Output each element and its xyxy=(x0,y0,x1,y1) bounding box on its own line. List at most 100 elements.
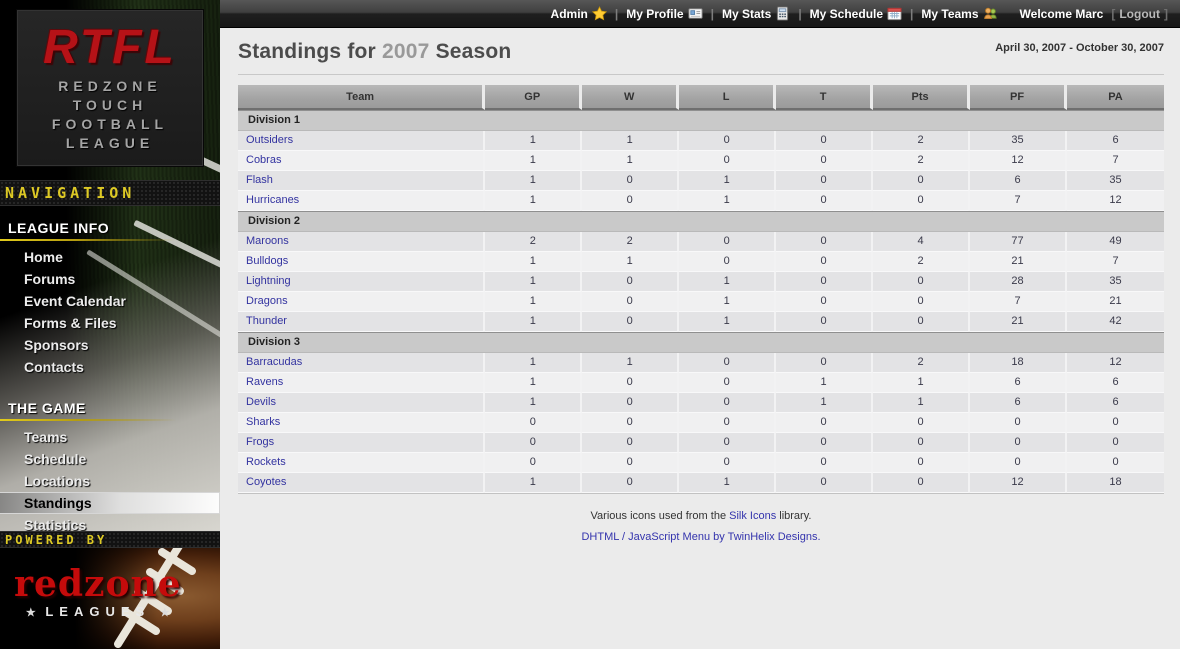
team-cell: Hurricanes xyxy=(238,191,486,211)
stat-cell-w: 0 xyxy=(582,433,680,453)
stat-cell-pa: 42 xyxy=(1067,312,1164,332)
league-logo-line: REDZONE xyxy=(58,78,162,94)
nav-section-title-the-game: THE GAME xyxy=(8,400,86,416)
sidebar-field-photo: RTFL REDZONE TOUCH FOOTBALL LEAGUE NAVIGATI… xyxy=(0,0,220,531)
calendar-icon xyxy=(887,6,902,21)
stat-cell-pts: 1 xyxy=(873,393,971,413)
stat-cell-w: 0 xyxy=(582,413,680,433)
column-header-l: L xyxy=(679,85,777,110)
team-cell: Rockets xyxy=(238,453,486,473)
team-link-maroons[interactable]: Maroons xyxy=(246,235,289,247)
stat-cell-l: 0 xyxy=(679,413,777,433)
team-link-cobras[interactable]: Cobras xyxy=(246,154,282,166)
sidebar-item-forms-files[interactable]: Forms & Files xyxy=(24,315,117,331)
stat-cell-gp: 0 xyxy=(485,433,583,453)
sidebar-item-forums[interactable]: Forums xyxy=(24,271,76,287)
table-row: Rockets 0 0 0 0 0 0 0 xyxy=(238,453,1164,473)
team-link-ravens[interactable]: Ravens xyxy=(246,376,284,388)
table-header-row: Team GP W L T Pts PF PA xyxy=(238,85,1164,110)
stat-cell-pts: 2 xyxy=(873,131,971,151)
stat-cell-l: 0 xyxy=(679,232,777,252)
sidebar-item-event-calendar[interactable]: Event Calendar xyxy=(24,293,126,309)
stat-cell-gp: 1 xyxy=(485,272,583,292)
team-cell: Sharks xyxy=(238,413,486,433)
stat-cell-pf: 35 xyxy=(970,131,1067,151)
stat-cell-pf: 28 xyxy=(970,272,1067,292)
bracket: [ xyxy=(1111,6,1116,21)
team-link-devils[interactable]: Devils xyxy=(246,396,276,408)
team-link-bulldogs[interactable]: Bulldogs xyxy=(246,255,289,267)
stat-cell-pts: 0 xyxy=(873,171,971,191)
team-link-thunder[interactable]: Thunder xyxy=(246,315,287,327)
stat-cell-pa: 12 xyxy=(1067,353,1164,373)
sidebar-item-teams[interactable]: Teams xyxy=(24,429,68,445)
column-header-gp: GP xyxy=(485,85,583,110)
sidebar-item-contacts[interactable]: Contacts xyxy=(24,359,84,375)
team-link-sharks[interactable]: Sharks xyxy=(246,416,281,428)
stat-cell-t: 0 xyxy=(776,191,874,211)
table-row: Cobras 1 1 0 0 2 12 7 xyxy=(238,151,1164,171)
table-row: Devils 1 0 0 1 1 6 6 xyxy=(238,393,1164,413)
page-title: Standings for 2007 Season xyxy=(238,40,512,63)
stat-cell-pf: 18 xyxy=(970,353,1067,373)
sidebar-nav: LEAGUE INFO Home Forums Event Calendar Forms… xyxy=(0,206,220,531)
stat-cell-l: 0 xyxy=(679,131,777,151)
topbar-item-my-stats[interactable]: My Stats xyxy=(722,6,790,21)
redzone-wordmark: redzone xyxy=(14,563,182,605)
team-cell: Lightning xyxy=(238,272,486,292)
stat-cell-t: 1 xyxy=(776,393,874,413)
stat-cell-pf: 6 xyxy=(970,373,1067,393)
silk-icons-link[interactable]: Silk Icons xyxy=(729,510,777,522)
team-link-barracudas[interactable]: Barracudas xyxy=(246,356,303,368)
stat-cell-gp: 1 xyxy=(485,191,583,211)
twinhelix-link[interactable]: DHTML / JavaScript Menu by TwinHelix Des… xyxy=(581,531,821,543)
menu-separator: | xyxy=(910,6,914,21)
table-row: Hurricanes 1 0 1 0 0 7 12 xyxy=(238,191,1164,211)
team-cell: Bulldogs xyxy=(238,252,486,272)
sidebar-item-statistics[interactable]: Statistics xyxy=(24,517,87,531)
team-link-flash[interactable]: Flash xyxy=(246,174,273,186)
topbar-item-my-teams[interactable]: My Teams xyxy=(921,6,997,21)
column-header-t: T xyxy=(776,85,874,110)
stat-cell-gp: 1 xyxy=(485,373,583,393)
topbar-item-my-profile[interactable]: My Profile xyxy=(626,6,703,21)
logout-link[interactable]: Logout xyxy=(1119,6,1160,21)
team-link-rockets[interactable]: Rockets xyxy=(246,456,286,468)
team-link-outsiders[interactable]: Outsiders xyxy=(246,134,294,146)
stat-cell-t: 0 xyxy=(776,413,874,433)
stat-cell-pf: 0 xyxy=(970,433,1067,453)
yellow-underline xyxy=(0,239,220,241)
team-cell: Frogs xyxy=(238,433,486,453)
team-cell: Outsiders xyxy=(238,131,486,151)
sidebar-item-home[interactable]: Home xyxy=(24,249,63,265)
topbar-item-admin[interactable]: Admin xyxy=(551,6,607,21)
team-link-dragons[interactable]: Dragons xyxy=(246,295,288,307)
vcard-icon xyxy=(688,6,703,21)
menu-separator: | xyxy=(710,6,714,21)
stat-cell-pf: 77 xyxy=(970,232,1067,252)
column-header-pf: PF xyxy=(970,85,1067,110)
stat-cell-pts: 0 xyxy=(873,473,971,493)
stat-cell-gp: 1 xyxy=(485,393,583,413)
stat-cell-pa: 6 xyxy=(1067,373,1164,393)
topbar-item-my-schedule[interactable]: My Schedule xyxy=(810,6,902,21)
team-link-lightning[interactable]: Lightning xyxy=(246,275,291,287)
sidebar-item-locations[interactable]: Locations xyxy=(24,473,91,489)
stat-cell-gp: 1 xyxy=(485,252,583,272)
sidebar-item-sponsors[interactable]: Sponsors xyxy=(24,337,89,353)
team-link-frogs[interactable]: Frogs xyxy=(246,436,275,448)
nav-section-title-league-info: LEAGUE INFO xyxy=(8,220,110,236)
stat-cell-w: 0 xyxy=(582,473,680,493)
star-glyph: ★ xyxy=(159,607,170,619)
sidebar-item-schedule[interactable]: Schedule xyxy=(24,451,87,467)
stat-cell-l: 1 xyxy=(679,312,777,332)
stat-cell-t: 0 xyxy=(776,171,874,191)
team-link-coyotes[interactable]: Coyotes xyxy=(246,476,287,488)
stat-cell-pts: 0 xyxy=(873,292,971,312)
column-header-w: W xyxy=(582,85,680,110)
stat-cell-w: 0 xyxy=(582,312,680,332)
sidebar-item-standings[interactable]: Standings xyxy=(0,492,220,514)
team-link-hurricanes[interactable]: Hurricanes xyxy=(246,194,300,206)
team-cell: Devils xyxy=(238,393,486,413)
powered-by-banner: POWERED BY xyxy=(0,531,220,548)
